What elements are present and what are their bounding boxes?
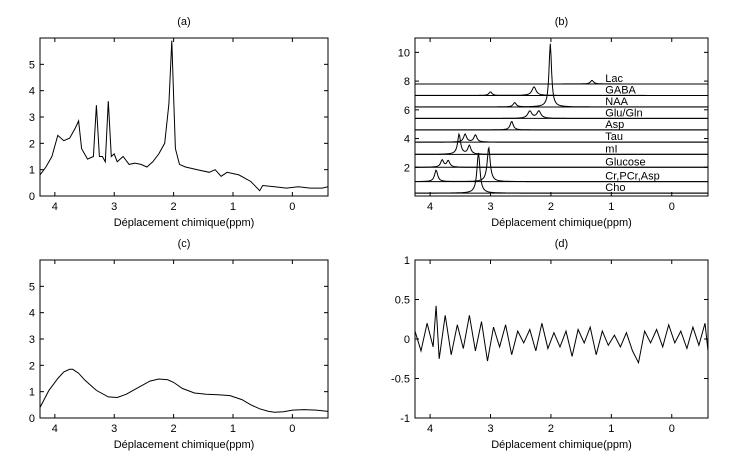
spectrum-line [40, 40, 328, 192]
y-tick-label: 5 [29, 59, 35, 71]
metabolite-line-glu-gln [415, 110, 708, 119]
panel-title: (b) [555, 16, 568, 28]
y-tick-label: 3 [29, 112, 35, 124]
metabolite-label: NAA [605, 96, 628, 108]
metabolite-line-cr-pcr-asp [415, 145, 708, 183]
metabolite-label: Cr,PCr,Asp [605, 171, 659, 183]
plot-frame [39, 37, 329, 197]
y-tick-label: 0 [404, 334, 410, 346]
panel-c: (c) 4 3 2 1 0 0 1 2 3 4 5 Déplacement chimique(ppm) [29, 238, 329, 451]
metabolite-line-glucose [415, 158, 708, 168]
x-tick-label: 3 [487, 423, 493, 435]
y-tick-label: 10 [398, 47, 410, 59]
metabolite-line-lac [415, 79, 708, 85]
panel-title: (c) [178, 238, 191, 250]
metabolite-label: Lac [605, 73, 623, 85]
x-tick-label: 4 [427, 201, 433, 213]
plot-frame [414, 259, 709, 419]
plot-area [415, 305, 708, 365]
x-axis-label: Déplacement chimique(ppm) [491, 217, 632, 229]
plot-area [40, 368, 328, 413]
metabolite-line-cho [415, 152, 708, 194]
x-tick-label: 3 [111, 201, 117, 213]
y-tick-label: 8 [404, 76, 410, 88]
metabolite-label: Tau [605, 131, 623, 143]
metabolite-line-asp [415, 121, 708, 131]
plot-area [40, 40, 328, 192]
y-tick-label: 1 [29, 165, 35, 177]
plot-frame [414, 37, 709, 197]
y-tick-label: 1 [404, 255, 410, 267]
x-tick-label: 1 [230, 201, 236, 213]
x-tick-label: 0 [669, 423, 675, 435]
y-tick-label: 2 [404, 162, 410, 174]
x-tick-label: 3 [111, 423, 117, 435]
x-tick-label: 1 [608, 423, 614, 435]
metabolite-label: mI [605, 143, 617, 155]
x-tick-label: 4 [52, 201, 58, 213]
y-tick-label: 2 [29, 360, 35, 372]
metabolite-label: Glucose [605, 156, 645, 168]
y-tick-label: -0.5 [391, 374, 410, 386]
x-tick-label: 3 [487, 201, 493, 213]
y-tick-label: 3 [29, 334, 35, 346]
metabolite-label: Glu/Gln [605, 107, 642, 119]
x-tick-label: 1 [230, 423, 236, 435]
spectrum-line [40, 368, 328, 413]
metabolite-line-mi [415, 132, 708, 155]
metabolite-label: GABA [605, 84, 636, 96]
y-tick-label: 4 [29, 86, 35, 98]
metabolite-line-gaba [415, 86, 708, 96]
y-tick-label: 5 [29, 281, 35, 293]
y-tick-label: 4 [29, 308, 35, 320]
plot-area [415, 43, 708, 194]
x-axis-label: Déplacement chimique(ppm) [114, 217, 255, 229]
y-tick-label: 1 [29, 387, 35, 399]
panel-d: (d) 4 3 2 1 0 -1 -0.5 0 0.5 1 Déplacement chimique(… [391, 238, 709, 451]
y-tick-label: 0.5 [395, 295, 410, 307]
metabolite-label: Cho [605, 182, 625, 194]
x-tick-label: 0 [289, 423, 295, 435]
spectrum-line [415, 305, 708, 365]
x-tick-label: 2 [171, 201, 177, 213]
x-tick-label: 1 [608, 201, 614, 213]
x-tick-label: 0 [289, 201, 295, 213]
x-axis-label: Déplacement chimique(ppm) [114, 439, 255, 451]
x-tick-label: 0 [669, 201, 675, 213]
panel-title: (a) [177, 16, 190, 28]
y-tick-label: 0 [29, 191, 35, 203]
y-tick-label: 0 [29, 413, 35, 425]
x-tick-label: 4 [427, 423, 433, 435]
y-tick-label: 4 [404, 134, 410, 146]
y-tick-label: -1 [400, 413, 410, 425]
x-tick-label: 2 [171, 423, 177, 435]
panel-title: (d) [555, 238, 568, 250]
panel-a: (a) 4 3 2 1 0 0 1 2 3 4 5 Déplacement chimique(ppm) [29, 16, 329, 229]
x-tick-label: 4 [52, 423, 58, 435]
metabolite-line-naa [415, 43, 708, 108]
x-tick-label: 2 [548, 423, 554, 435]
x-tick-label: 2 [548, 201, 554, 213]
x-axis-label: Déplacement chimique(ppm) [491, 439, 632, 451]
y-tick-label: 6 [404, 105, 410, 117]
metabolite-label: Asp [605, 119, 624, 131]
y-tick-label: 2 [29, 138, 35, 150]
metabolite-line-tau [415, 133, 708, 143]
plot-frame [39, 259, 329, 419]
